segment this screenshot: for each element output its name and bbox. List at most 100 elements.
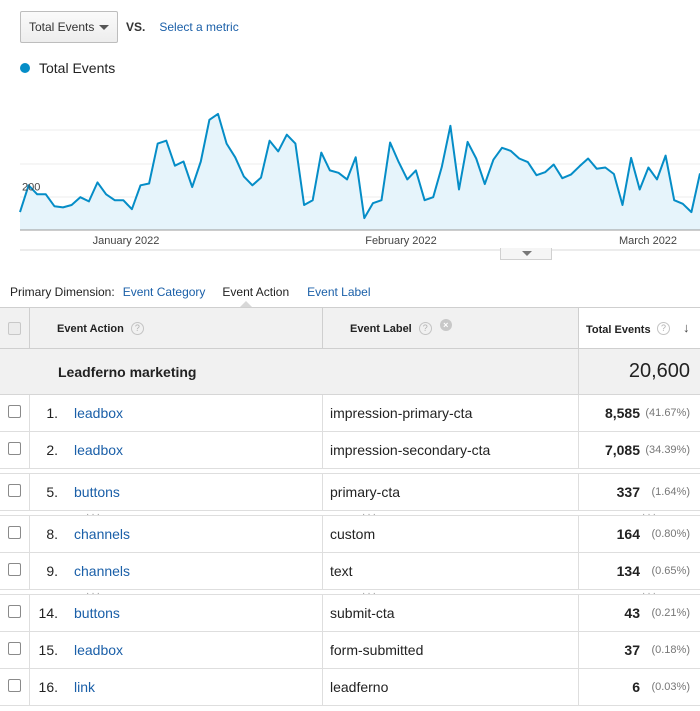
dimension-event-label[interactable]: Event Label: [307, 285, 371, 299]
column-divider: [578, 516, 579, 552]
series-line: [19, 112, 700, 220]
column-divider: [29, 669, 30, 705]
row-total-events: 134: [616, 563, 640, 579]
row-event-action-link[interactable]: channels: [74, 563, 131, 579]
row-gap: [0, 511, 700, 516]
table-row: 2. leadbox impression-secondary-cta 7,085 (3…: [0, 432, 700, 469]
table-row: 16. link leadferno 6 (0.03%): [0, 669, 700, 706]
row-total-events: 37: [624, 642, 640, 658]
dimension-event-action[interactable]: Event Action: [222, 285, 290, 299]
table-row: 15. leadbox form-submitted 37 (0.18%): [0, 632, 700, 669]
table-row: 9. channels text 134 (0.65%): [0, 553, 700, 590]
row-event-action-link[interactable]: link: [74, 679, 96, 695]
header-total-events[interactable]: Total Events ? ↓: [578, 308, 700, 348]
column-divider: [578, 595, 579, 631]
dimension-event-category[interactable]: Event Category: [122, 285, 206, 299]
skipped-rows-indicator: ···: [642, 509, 658, 520]
row-checkbox[interactable]: [8, 563, 21, 576]
row-percentage: (34.39%): [645, 444, 690, 456]
table-header: Event Action ? Event Label ? × Total Eve…: [0, 308, 700, 349]
remove-dimension-icon[interactable]: ×: [439, 318, 452, 331]
row-event-action-link[interactable]: leadbox: [74, 642, 124, 658]
row-event-action-link[interactable]: buttons: [74, 605, 120, 621]
column-divider: [578, 474, 579, 510]
help-icon[interactable]: ?: [657, 322, 670, 335]
row-checkbox[interactable]: [8, 484, 21, 497]
row-checkbox[interactable]: [8, 442, 21, 455]
row-total-events: 6: [632, 679, 640, 695]
chevron-down-icon: [99, 25, 109, 30]
select-all-checkbox[interactable]: [8, 322, 21, 335]
row-index: 16.: [38, 679, 58, 695]
row-percentage: (41.67%): [645, 407, 690, 419]
row-event-action-link[interactable]: leadbox: [74, 405, 124, 421]
column-divider: [322, 432, 323, 468]
row-checkbox[interactable]: [8, 526, 21, 539]
select-metric-link[interactable]: Select a metric: [159, 20, 239, 34]
help-icon[interactable]: ?: [418, 322, 432, 335]
summary-total: 20,600: [628, 360, 690, 382]
help-icon[interactable]: ?: [130, 322, 144, 335]
row-index: 9.: [46, 563, 58, 579]
row-total-events: 8,585: [604, 405, 640, 421]
row-checkbox[interactable]: [8, 405, 21, 418]
row-index: 1.: [46, 405, 58, 421]
row-total-events: 43: [624, 605, 640, 621]
metric-bar: Total Events VS. Select a metric: [20, 11, 239, 43]
row-percentage: (0.18%): [651, 644, 690, 656]
row-index: 14.: [38, 605, 58, 621]
column-divider: [29, 632, 30, 668]
vs-label: VS.: [126, 20, 146, 34]
sort-descending-icon[interactable]: ↓: [683, 320, 690, 335]
metric-dropdown-label: Total Events: [29, 20, 95, 34]
column-divider: [29, 432, 30, 468]
column-divider: [322, 595, 323, 631]
column-divider: [322, 474, 323, 510]
x-tick-label: March 2022: [619, 235, 677, 247]
table-row: 14. buttons submit-cta 43 (0.21%): [0, 595, 700, 632]
column-divider: [29, 553, 30, 589]
table-row: 8. channels custom 164 (0.80%): [0, 516, 700, 553]
header-event-label[interactable]: Event Label ? ×: [350, 318, 452, 335]
column-divider: [578, 669, 579, 705]
row-event-label: leadferno: [330, 679, 389, 695]
skipped-rows-indicator: ···: [362, 588, 378, 599]
column-divider: [578, 632, 579, 668]
row-event-label: primary-cta: [330, 484, 401, 500]
row-index: 5.: [46, 484, 58, 500]
header-event-action[interactable]: Event Action ?: [57, 322, 144, 335]
summary-row: Leadferno marketing 20,600: [0, 349, 700, 395]
skipped-rows-indicator: ···: [86, 588, 102, 599]
column-divider: [29, 595, 30, 631]
active-dimension-indicator: [240, 301, 252, 307]
chart-legend: Total Events: [20, 60, 115, 76]
column-divider: [29, 516, 30, 552]
row-event-action-link[interactable]: channels: [74, 526, 131, 542]
row-checkbox[interactable]: [8, 605, 21, 618]
skipped-rows-indicator: ···: [642, 588, 658, 599]
row-gap: [0, 469, 700, 474]
skipped-rows-indicator: ···: [86, 509, 102, 520]
chevron-down-icon: [522, 251, 532, 256]
chart-collapse-handle[interactable]: [500, 248, 552, 260]
header-total-events-label: Total Events: [586, 324, 651, 336]
row-checkbox[interactable]: [8, 679, 21, 692]
row-index: 15.: [38, 642, 58, 658]
column-divider: [29, 308, 30, 348]
row-event-label: custom: [330, 526, 376, 542]
row-event-label: impression-primary-cta: [330, 405, 473, 421]
row-event-action-link[interactable]: leadbox: [74, 442, 124, 458]
row-percentage: (0.80%): [651, 528, 690, 540]
row-event-action-link[interactable]: buttons: [74, 484, 120, 500]
data-table: Event Action ? Event Label ? × Total Eve…: [0, 307, 700, 706]
skipped-rows-indicator: ···: [362, 509, 378, 520]
x-tick-label: January 2022: [93, 235, 160, 247]
column-divider: [322, 395, 323, 431]
metric-dropdown[interactable]: Total Events: [20, 11, 118, 43]
series-area: [20, 113, 700, 230]
row-index: 2.: [46, 442, 58, 458]
legend-label: Total Events: [39, 60, 116, 76]
row-checkbox[interactable]: [8, 642, 21, 655]
table-row: 1. leadbox impression-primary-cta 8,585 (41.…: [0, 395, 700, 432]
row-percentage: (0.03%): [651, 681, 690, 693]
